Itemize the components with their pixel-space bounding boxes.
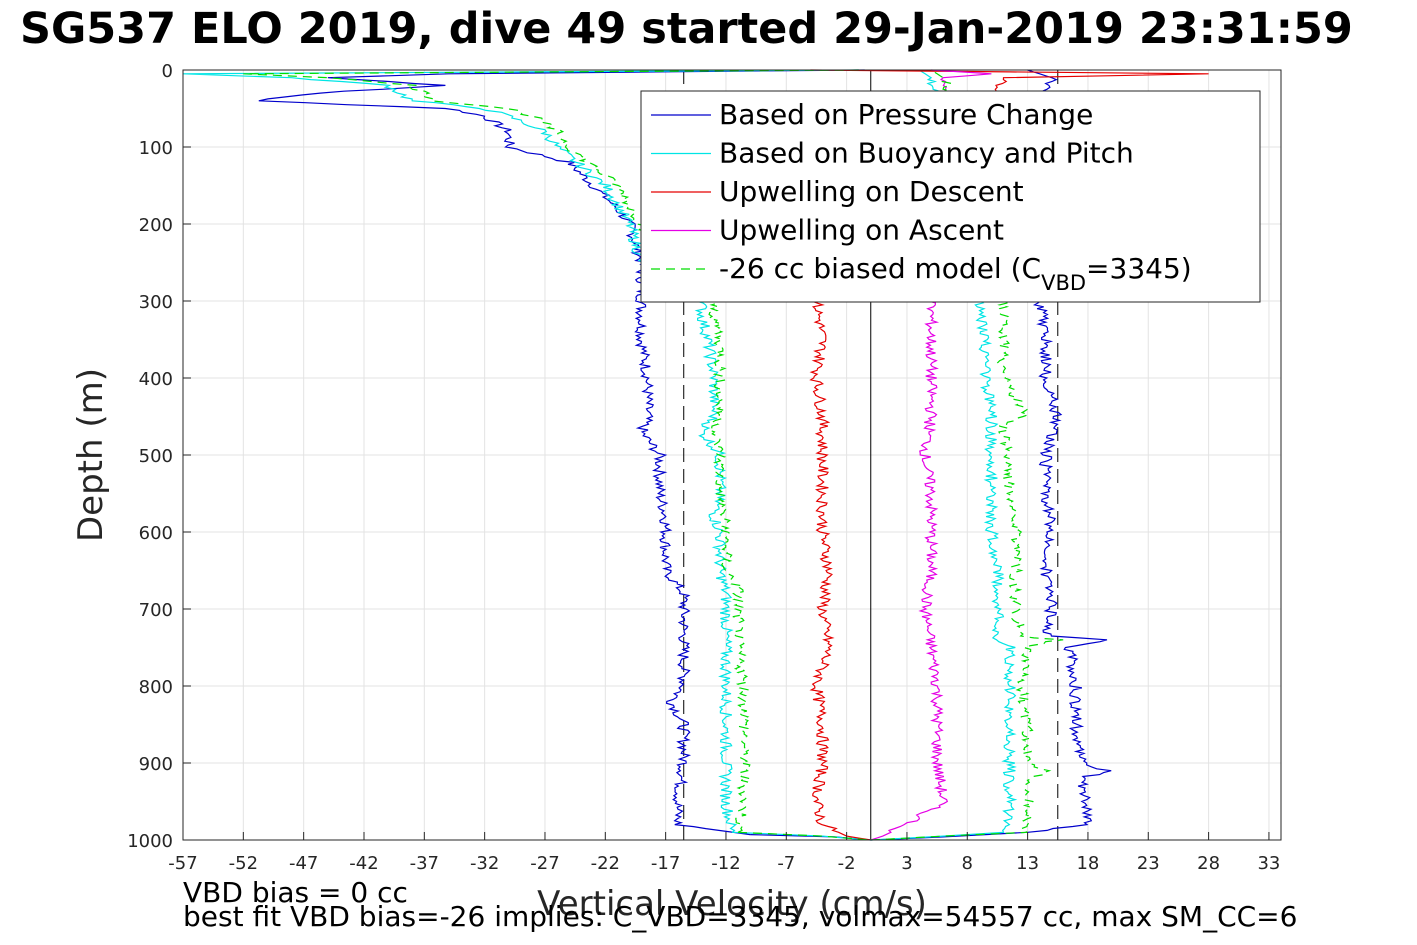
axis-ticks: -57 -52 -47 -42 -37 -32 -27 -22 -17 -12 -7 -2 3 8 13 18… xyxy=(127,61,1280,874)
x-tick-label: -52 xyxy=(229,853,258,874)
x-tick-label: -22 xyxy=(591,853,620,874)
x-tick-label: -37 xyxy=(410,853,439,874)
legend-box xyxy=(640,90,1261,303)
chart-title: SG537 ELO 2019, dive 49 started 29-Jan-2… xyxy=(20,4,1353,54)
series-1-line xyxy=(182,69,859,833)
series-1-line xyxy=(731,831,871,841)
y-tick-label: 500 xyxy=(139,446,173,467)
y-tick-label: 400 xyxy=(139,369,173,390)
series-4-line xyxy=(243,69,859,833)
y-tick-label: 300 xyxy=(139,292,173,313)
legend-entry: Based on Buoyancy and Pitch xyxy=(719,137,1134,170)
x-tick-label: -17 xyxy=(651,853,680,874)
y-tick-label: 200 xyxy=(139,215,173,236)
x-tick-label: 18 xyxy=(1076,853,1099,874)
x-tick-label: -12 xyxy=(711,853,740,874)
x-tick-label: -2 xyxy=(838,853,856,874)
x-tick-label: 8 xyxy=(962,853,973,874)
legend-entry: Based on Pressure Change xyxy=(719,98,1093,131)
x-tick-label: -57 xyxy=(168,853,197,874)
best-fit-note: best fit VBD bias=-26 implies: C_VBD=334… xyxy=(183,900,1298,933)
y-axis-label: Depth (m) xyxy=(71,368,111,542)
x-tick-label: 23 xyxy=(1137,853,1160,874)
legend-entry: Upwelling on Descent xyxy=(719,175,1024,208)
legend-entry: Upwelling on Ascent xyxy=(719,214,1004,247)
x-tick-label: -27 xyxy=(530,853,559,874)
y-tick-label: 0 xyxy=(162,61,173,82)
y-tick-label: 900 xyxy=(139,754,173,775)
y-tick-label: 100 xyxy=(139,138,173,159)
y-tick-label: 600 xyxy=(139,523,173,544)
x-tick-label: 33 xyxy=(1257,853,1280,874)
y-tick-label: 800 xyxy=(139,677,173,698)
x-tick-label: -7 xyxy=(777,853,795,874)
x-tick-label: -47 xyxy=(289,853,318,874)
legend: Based on Pressure Change Based on Buoyanc… xyxy=(640,90,1261,303)
y-tick-label: 700 xyxy=(139,600,173,621)
y-tick-label: 1000 xyxy=(127,831,173,852)
x-tick-label: -32 xyxy=(470,853,499,874)
x-axis-label: Vertical Velocity (cm/s) xyxy=(537,884,927,924)
vbd-bias-note: VBD bias = 0 cc xyxy=(183,876,408,909)
x-tick-label: 3 xyxy=(901,853,912,874)
x-tick-label: -42 xyxy=(349,853,378,874)
series-0-line xyxy=(258,69,865,836)
x-tick-label: 13 xyxy=(1016,853,1039,874)
x-tick-label: 28 xyxy=(1197,853,1220,874)
